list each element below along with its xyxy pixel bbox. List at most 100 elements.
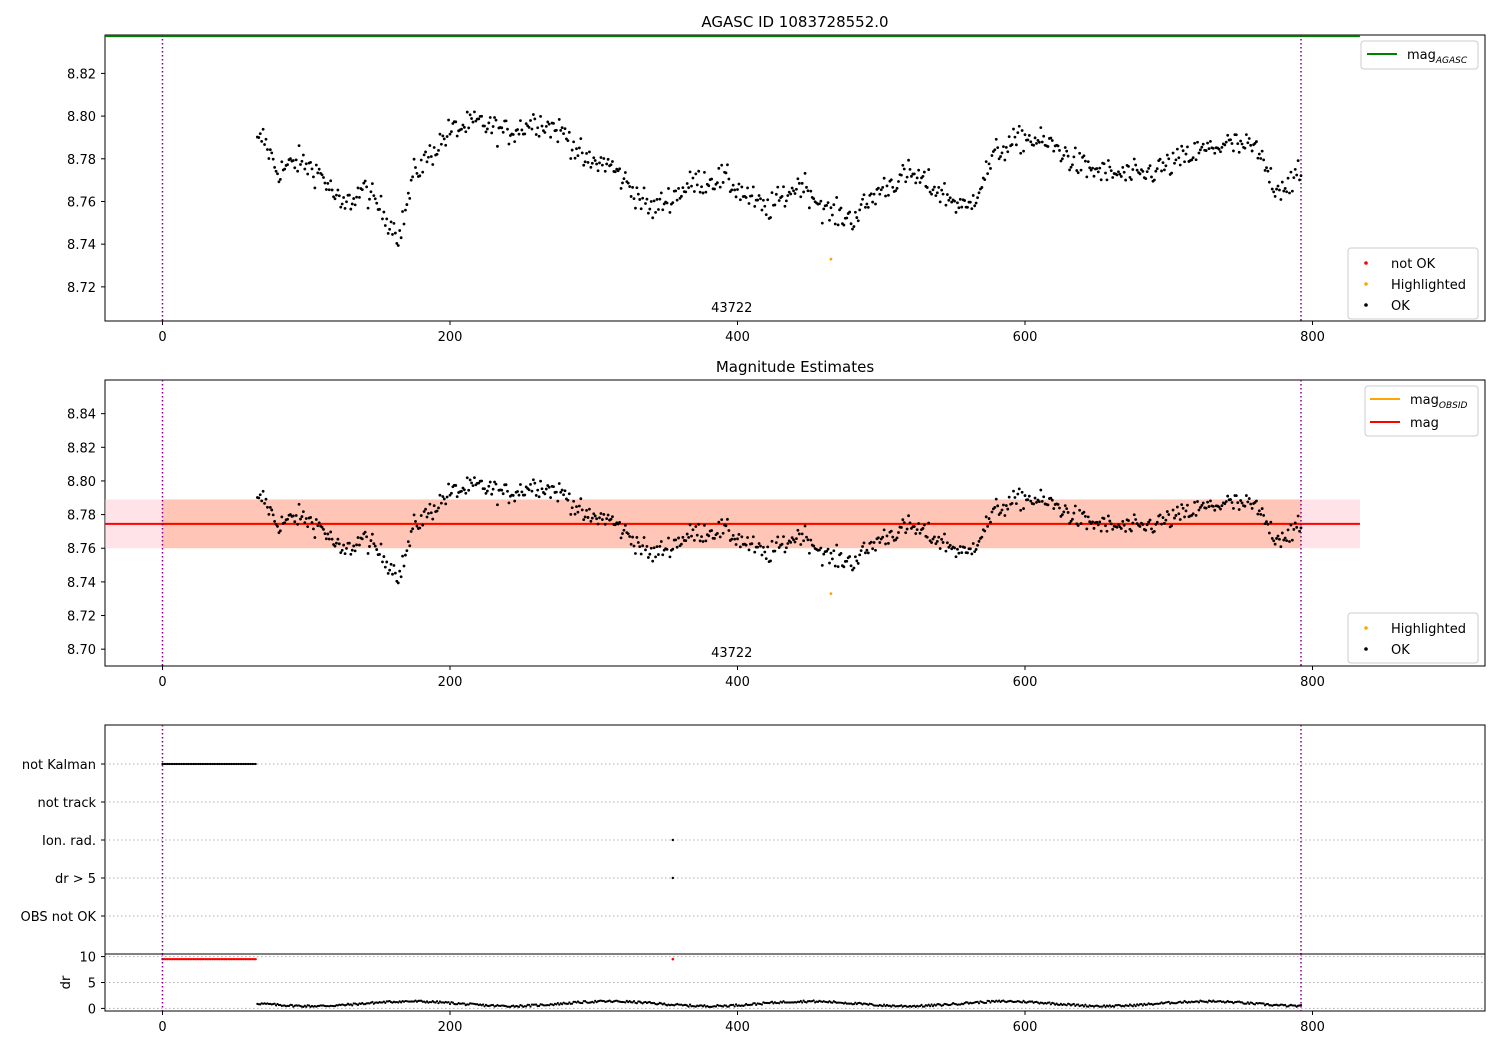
p2-ok-point <box>770 539 774 543</box>
p1-ok-point <box>1181 149 1185 153</box>
p2-ok-point <box>342 543 346 547</box>
p1-ok-point <box>1170 171 1174 175</box>
p2-ok-point <box>575 505 578 509</box>
p1-ok-point <box>638 198 642 201</box>
p2-ok-point <box>1240 501 1244 505</box>
p4-x-tick-label: 800 <box>1300 1020 1325 1035</box>
p3-not-kalman-point <box>204 762 207 766</box>
p2-ok-point <box>596 522 600 526</box>
p4-dr-point <box>581 1001 584 1005</box>
p4-dr-point <box>632 999 636 1003</box>
p1-ok-point <box>425 160 429 164</box>
p3-not-kalman-point <box>166 762 169 766</box>
p2-ok-point <box>835 543 839 547</box>
p2-ok-point <box>681 535 685 539</box>
p4-dr-point <box>592 1001 595 1004</box>
p2-ok-point <box>306 525 310 528</box>
p2-ok-point <box>500 488 504 492</box>
p1-ok-point <box>1184 152 1188 156</box>
p4-dr-point <box>425 1000 429 1003</box>
p3-not-kalman-point <box>245 762 249 766</box>
p2-ok-point <box>435 509 439 513</box>
p4-clipped-dr-point <box>168 957 171 961</box>
p4-dr-point <box>1081 1004 1084 1007</box>
p2-ok-point <box>484 491 488 495</box>
p2-ok-point <box>350 548 354 552</box>
p2-ok-point <box>718 535 722 539</box>
p1-ok-point <box>948 196 952 200</box>
p1-ok-point <box>1052 149 1056 153</box>
p4-clipped-dr-point <box>225 957 228 961</box>
p1-ok-point <box>836 223 840 227</box>
p1-ok-point <box>329 179 333 183</box>
p3-not-kalman-point <box>207 762 211 766</box>
p1-ok-point <box>1059 159 1063 163</box>
p2-ok-point <box>904 531 908 535</box>
p2-ok-point <box>884 542 887 546</box>
p1-ok-point <box>1243 146 1247 150</box>
p1-highlighted-point <box>829 257 833 261</box>
p1-ok-point <box>1211 146 1215 150</box>
p4-dr-point <box>631 1001 634 1004</box>
p1-ok-point <box>790 186 794 190</box>
p2-ok-point <box>1063 504 1067 508</box>
p1-ok-point <box>642 186 646 190</box>
p1-ok-point <box>774 192 778 196</box>
p1-ok-point <box>697 169 701 173</box>
p2-ok-point <box>335 541 338 545</box>
p2-ok-point <box>406 540 410 544</box>
p2-ok-point <box>1280 531 1284 535</box>
p1-ok-point <box>524 122 528 126</box>
p4-x-tick-label: 0 <box>158 1020 166 1035</box>
p1-ok-point <box>1292 176 1296 179</box>
p3-not-kalman-point <box>249 762 252 766</box>
p4-dr-point <box>1182 1001 1185 1004</box>
p1-ok-point <box>1109 169 1113 173</box>
p1-ok-point <box>462 125 466 129</box>
p2-ok-point <box>1076 524 1080 527</box>
p2-ok-point <box>563 489 567 493</box>
p1-ok-point <box>1036 138 1040 142</box>
p1-ok-point <box>897 180 900 183</box>
p1-ok-point <box>671 201 675 205</box>
p2-ok-point <box>602 512 606 516</box>
p1-ok-point <box>777 199 781 202</box>
p1-ok-point <box>1290 189 1294 193</box>
p1-ok-point <box>579 137 583 141</box>
p1-ok-point <box>343 206 347 210</box>
p1-ok-point <box>994 137 998 141</box>
p1-ok-point <box>797 181 801 185</box>
p2-ok-point <box>628 535 632 538</box>
p2-ok-point <box>462 488 466 492</box>
p1-ok-point <box>297 144 301 148</box>
p1-ok-point <box>1104 171 1107 175</box>
p1-frame <box>104 34 1486 322</box>
p3-not-kalman-point <box>242 762 245 766</box>
p2-ok-point <box>996 504 1000 508</box>
p2-ok-point <box>447 482 450 486</box>
p1-ok-point <box>876 186 880 190</box>
p1-ok-point <box>1134 163 1138 167</box>
p2-ok-point <box>1269 520 1273 524</box>
p1-ok-point <box>1017 124 1021 128</box>
p2-ok-point <box>326 532 330 536</box>
p1-ok-point <box>1086 160 1090 164</box>
p1-ok-point <box>289 157 292 161</box>
p4-dr-point <box>714 1005 718 1008</box>
p1-ok-point <box>930 192 933 196</box>
p1-ok-point <box>1262 158 1266 162</box>
p1-obsid-annotation: 43722 <box>711 301 752 316</box>
p2-ok-point <box>690 534 693 538</box>
p1-ok-point <box>531 113 535 116</box>
p2-ok-point <box>1104 524 1107 528</box>
p2-ok-point <box>659 540 663 543</box>
p2-ok-point <box>657 553 660 556</box>
p1-ok-point <box>914 181 918 185</box>
p1-ok-point <box>984 160 988 164</box>
p2-ok-point <box>549 496 553 499</box>
p1-ok-point <box>537 134 541 138</box>
p1-ok-point <box>477 117 481 121</box>
p1-ok-point <box>352 197 356 200</box>
p4-dr-point <box>308 1004 311 1007</box>
p1-ok-point <box>987 162 991 166</box>
